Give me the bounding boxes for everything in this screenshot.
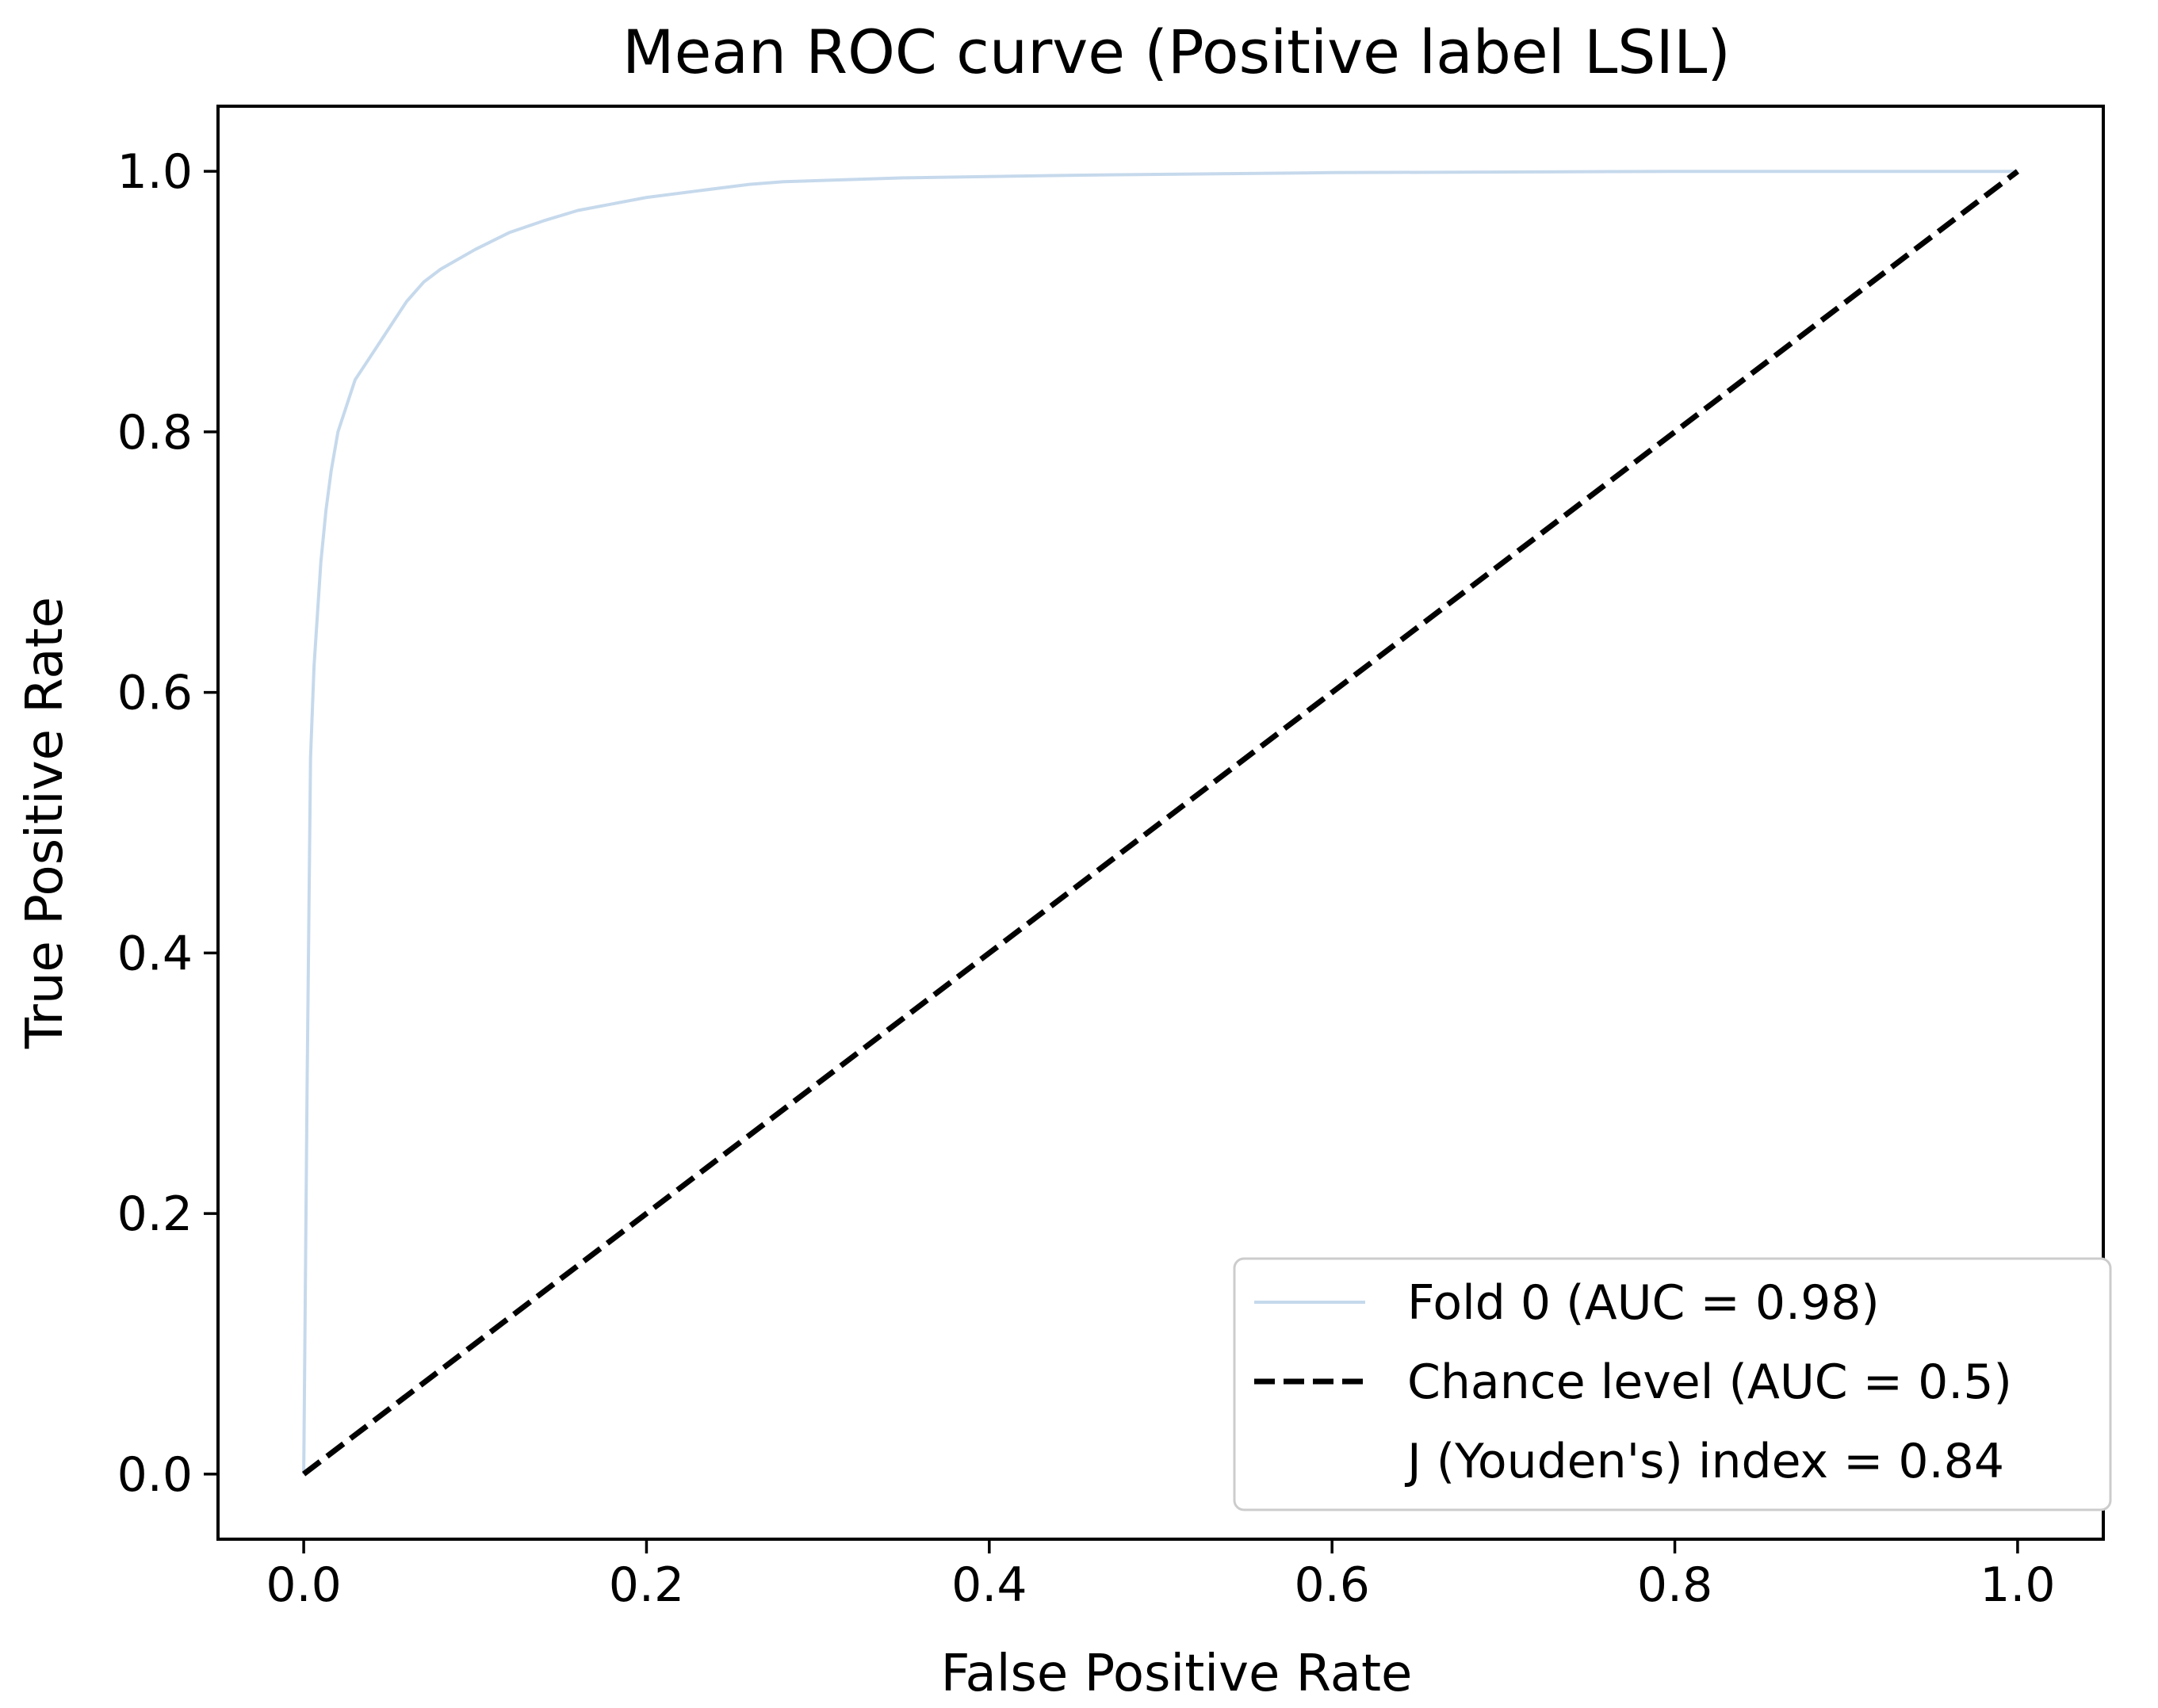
series-line-chance-level [301,169,2020,1477]
legend-label-fold-0: Fold 0 (AUC = 0.98) [1407,1275,1880,1331]
series-line-fold-0 [302,170,2018,1474]
y-tick-label: 0.6 [117,666,193,721]
y-tick-label: 1.0 [117,144,193,200]
axes-frame [216,105,2105,1541]
legend-label-youden-index: J (Youden's) index = 0.84 [1404,1434,2004,1489]
y-tick-label: 0.8 [117,405,193,460]
legend-label-chance-level: Chance level (AUC = 0.5) [1407,1355,2012,1410]
x-tick-label: 0.2 [609,1557,684,1613]
x-tick-label: 0.8 [1637,1557,1712,1613]
x-tick-label: 0.0 [266,1557,341,1613]
y-tick-label: 0.2 [117,1186,193,1242]
x-tick-label: 0.4 [951,1557,1027,1613]
x-axis-label: False Positive Rate [941,1645,1413,1703]
y-tick-label: 0.4 [117,926,193,981]
legend: Fold 0 (AUC = 0.98) Chance level (AUC = … [1233,1257,2112,1511]
legend-box [1233,1257,2112,1511]
axis-ticks: 0.0 0.2 0.4 0.6 0.8 1.0 0.0 0.2 0.4 0.6 0.8 1.0 [117,144,2056,1613]
chart-title: Mean ROC curve (Positive label LSIL) [622,17,1731,87]
plot-area [301,169,2020,1477]
x-tick-label: 0.6 [1294,1557,1369,1613]
x-tick-label: 1.0 [1980,1557,2055,1613]
y-axis-label: True Positive Rate [16,597,75,1049]
y-tick-label: 0.0 [117,1447,193,1503]
